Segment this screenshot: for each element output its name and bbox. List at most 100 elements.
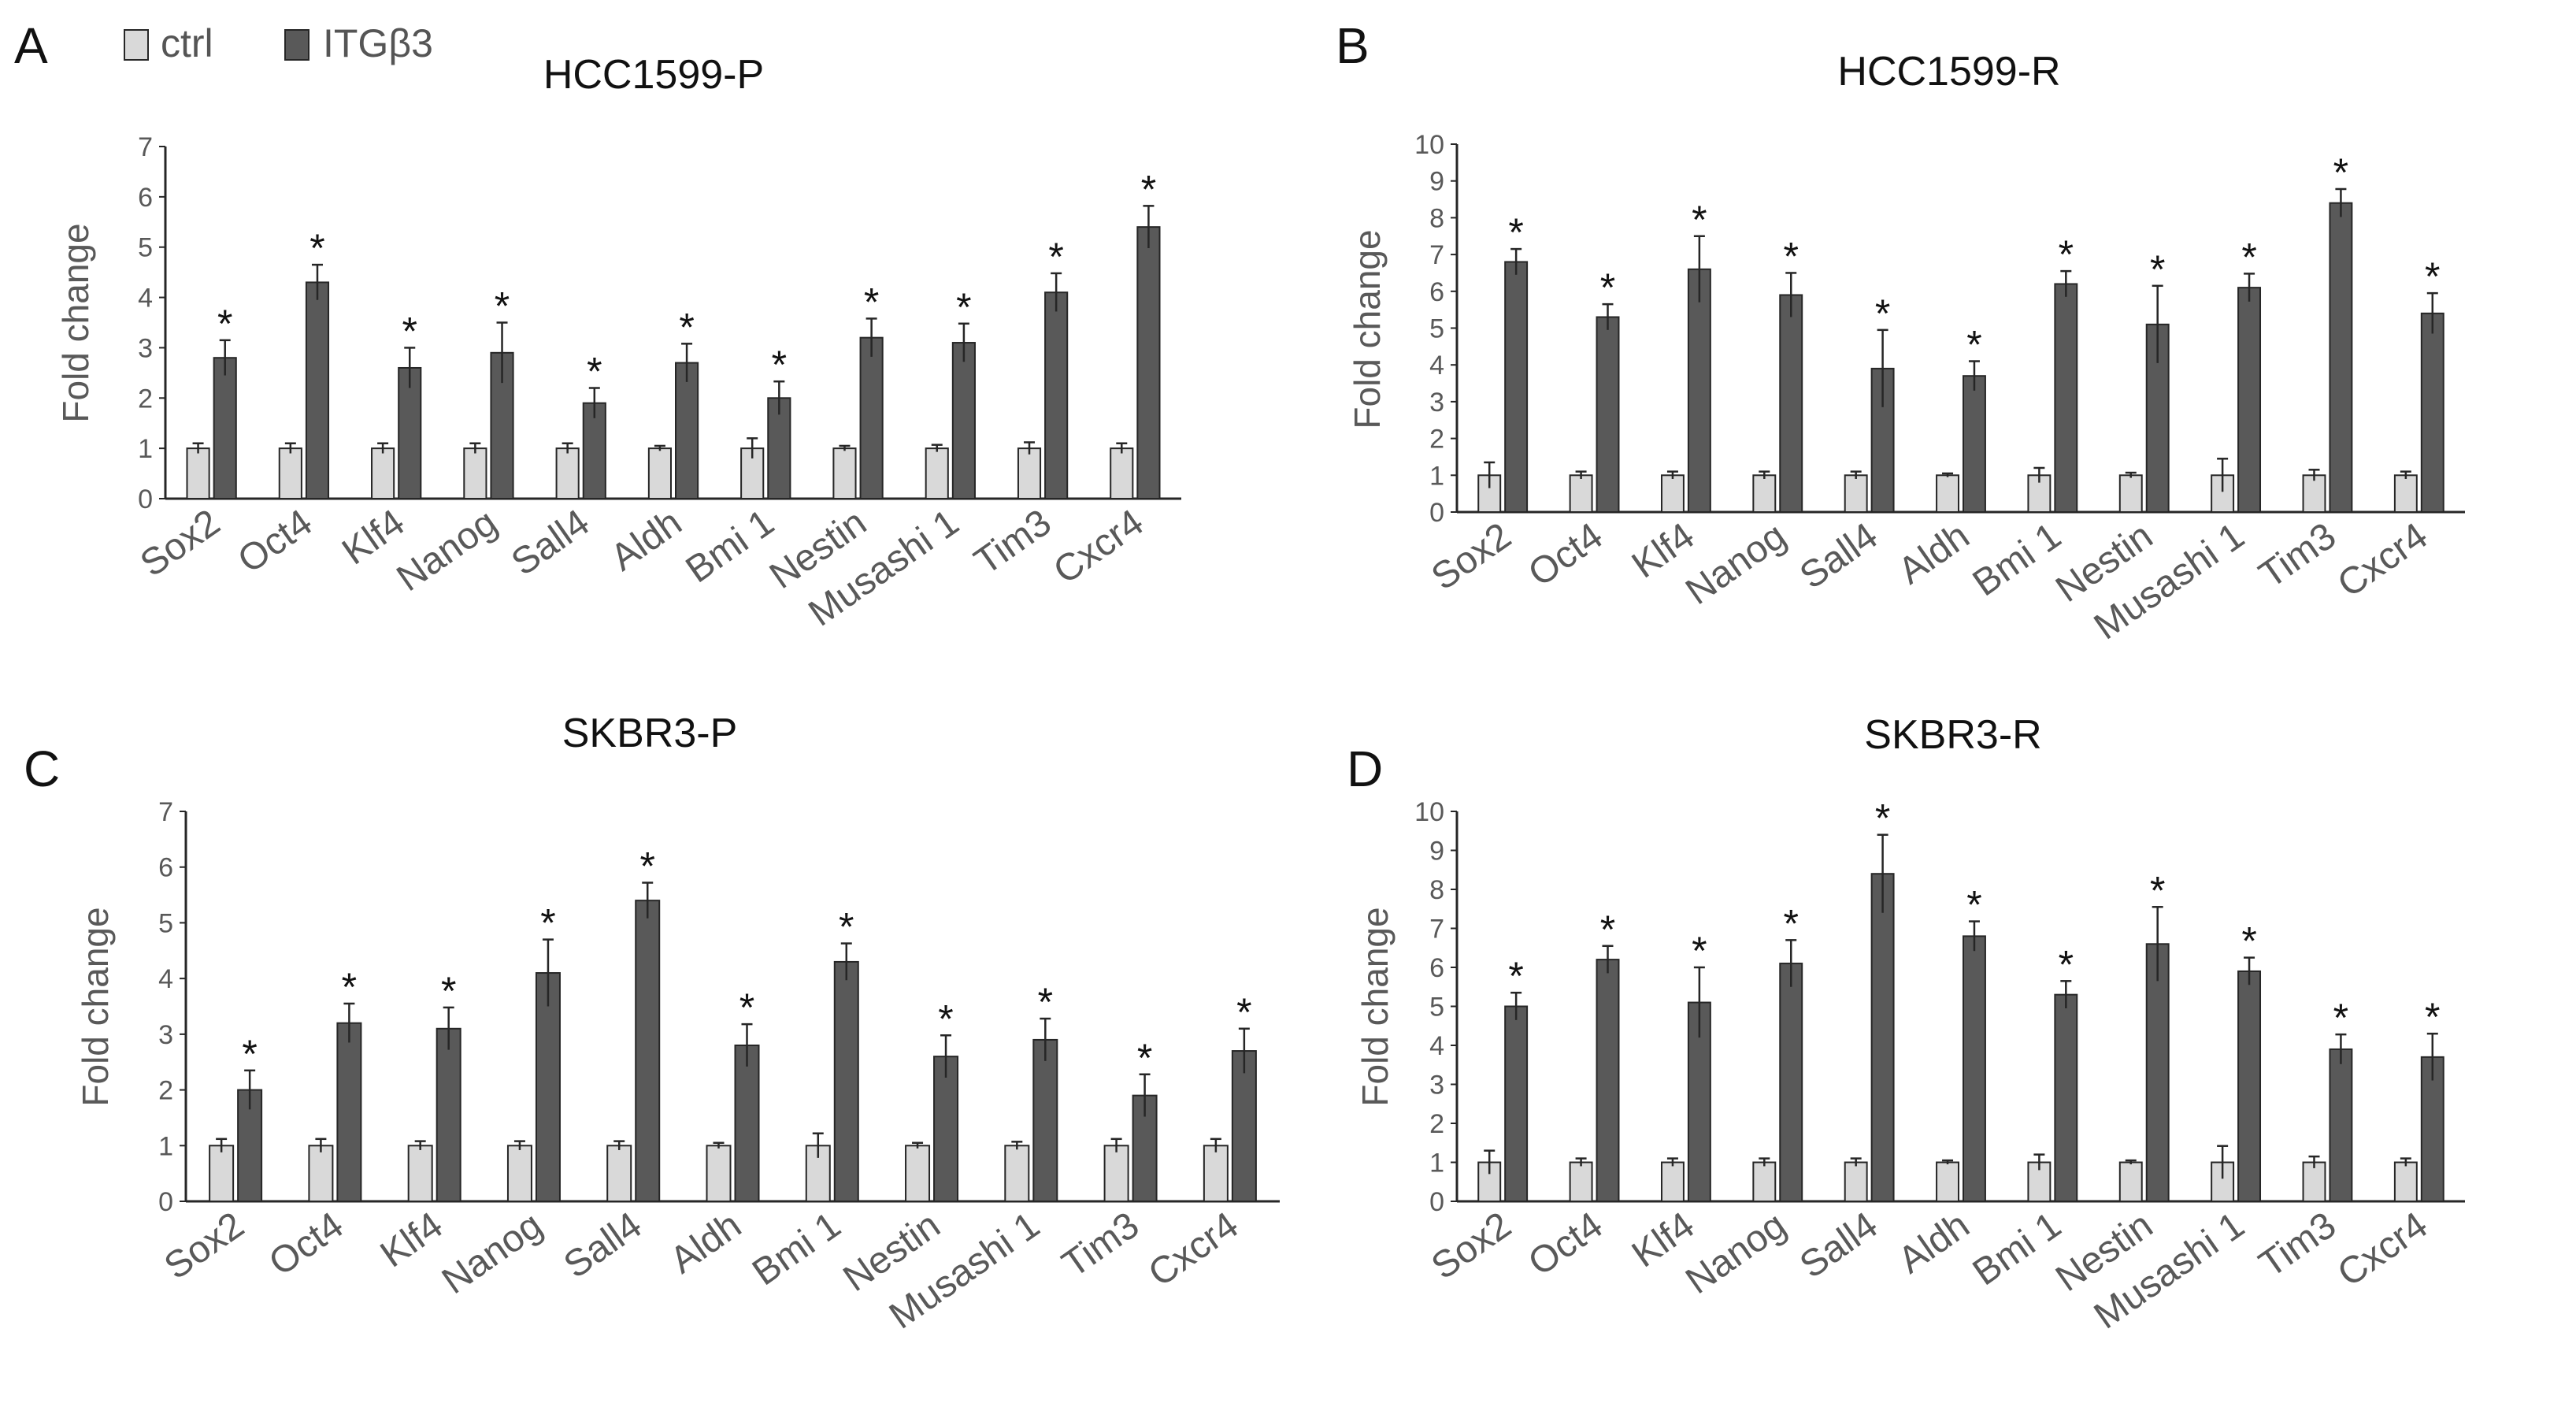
bar-ctrl-sox2	[186, 447, 210, 500]
bar-itgb3-bmi-1	[833, 960, 859, 1203]
y-tick-label: 2	[138, 384, 153, 414]
significance-star: *	[956, 285, 971, 329]
y-axis-label: Fold change	[1355, 907, 1395, 1106]
y-tick-label: 7	[158, 797, 173, 827]
y-tick-label: 4	[138, 284, 153, 314]
bar-itgb3-nanog	[1779, 294, 1803, 513]
panel-letter: A	[14, 17, 48, 74]
y-tick-label: 0	[158, 1187, 173, 1217]
bar-itgb3-sox2	[1504, 261, 1529, 513]
bar-itgb3-sall4	[582, 402, 606, 499]
bar-itgb3-klf4	[1687, 268, 1711, 513]
bar-itgb3-nestin	[933, 1056, 959, 1202]
x-tick-label: Tim3	[2252, 1204, 2343, 1286]
significance-star: *	[217, 302, 232, 346]
bar-ctrl-sall4	[1844, 474, 1868, 513]
bar-itgb3-nanog	[535, 972, 561, 1202]
x-tick-label: Bmi 1	[1966, 515, 2069, 605]
significance-star: *	[540, 901, 555, 945]
bar-itgb3-musashi-1	[951, 342, 976, 499]
bar-itgb3-nestin	[2145, 943, 2170, 1203]
bar-itgb3-klf4	[436, 1027, 461, 1203]
significance-star: *	[1508, 954, 1523, 998]
bar-itgb3-oct4	[1596, 316, 1620, 513]
y-axis-label: Fold change	[1347, 229, 1388, 429]
y-tick-label: 6	[1429, 953, 1444, 983]
significance-star: *	[587, 350, 602, 394]
y-tick-label: 1	[1429, 1149, 1444, 1178]
chart-title: SKBR3-P	[562, 711, 738, 756]
x-tick-label: Cxcr4	[1047, 502, 1151, 592]
y-tick-label: 4	[1429, 351, 1444, 380]
y-tick-label: 7	[1429, 240, 1444, 270]
x-tick-label: Bmi 1	[745, 1204, 848, 1294]
bar-itgb3-nestin	[859, 336, 884, 499]
bar-ctrl-klf4	[1660, 474, 1685, 513]
y-tick-label: 9	[1429, 167, 1444, 197]
bar-ctrl-cxcr4	[1110, 447, 1134, 500]
x-tick-label: Tim3	[2252, 515, 2343, 597]
significance-star: *	[1966, 883, 1981, 927]
significance-star: *	[1236, 990, 1251, 1034]
bar-ctrl-musashi-1	[1004, 1145, 1030, 1203]
x-tick-label: Oct4	[231, 502, 320, 582]
significance-star: *	[639, 844, 654, 889]
significance-star: *	[309, 226, 324, 270]
bar-itgb3-cxcr4	[1136, 226, 1161, 499]
x-tick-label: Sall4	[1792, 515, 1885, 598]
y-tick-label: 5	[1429, 314, 1444, 344]
bar-ctrl-aldh	[647, 447, 673, 500]
bar-ctrl-nestin	[832, 447, 857, 500]
significance-star: *	[495, 284, 510, 328]
significance-star: *	[1784, 234, 1799, 278]
significance-star: *	[2425, 254, 2440, 299]
x-tick-label: Oct4	[261, 1204, 350, 1285]
significance-star: *	[402, 309, 417, 353]
bar-itgb3-aldh	[1963, 935, 1986, 1203]
significance-star: *	[1875, 796, 1890, 841]
y-tick-label: 3	[1429, 388, 1444, 418]
legend-label-itgb3: ITGβ3	[323, 21, 433, 65]
bar-ctrl-tim3	[1017, 447, 1042, 500]
y-tick-label: 8	[1429, 203, 1444, 233]
bar-ctrl-aldh	[1936, 474, 1960, 513]
significance-star: *	[342, 965, 357, 1009]
bar-itgb3-sall4	[635, 900, 661, 1202]
bar-itgb3-sox2	[1504, 1005, 1529, 1202]
y-tick-label: 2	[158, 1076, 173, 1106]
x-tick-label: Aldh	[603, 502, 689, 580]
legend-label-ctrl: ctrl	[161, 21, 213, 65]
x-tick-label: Cxcr4	[2330, 1204, 2435, 1295]
y-tick-label: 2	[1429, 425, 1444, 455]
chart-title: HCC1599-R	[1837, 49, 2060, 95]
bar-itgb3-aldh	[675, 362, 699, 500]
bar-ctrl-nanog	[1752, 1161, 1777, 1202]
y-tick-label: 3	[158, 1020, 173, 1050]
bar-ctrl-klf4	[407, 1145, 433, 1203]
bar-itgb3-oct4	[336, 1022, 362, 1202]
bar-itgb3-nanog	[1779, 963, 1803, 1203]
bar-itgb3-tim3	[2329, 202, 2353, 513]
bar-itgb3-bmi-1	[2054, 283, 2078, 513]
bar-ctrl-klf4	[371, 447, 395, 500]
y-tick-label: 8	[1429, 875, 1444, 905]
y-tick-label: 6	[138, 183, 153, 213]
y-tick-label: 5	[138, 233, 153, 263]
significance-star: *	[1137, 1036, 1152, 1080]
panel-letter: B	[1336, 17, 1370, 74]
x-tick-label: Aldh	[1891, 1204, 1977, 1282]
bar-itgb3-tim3	[1044, 291, 1069, 499]
y-tick-label: 5	[158, 908, 173, 938]
significance-star: *	[1966, 323, 1981, 367]
x-tick-label: Aldh	[663, 1204, 749, 1282]
significance-star: *	[864, 280, 879, 324]
bar-itgb3-klf4	[398, 366, 422, 499]
bar-itgb3-tim3	[2329, 1048, 2353, 1202]
bar-ctrl-nestin	[905, 1145, 931, 1203]
bar-ctrl-oct4	[278, 447, 302, 500]
y-tick-label: 1	[138, 434, 153, 464]
y-axis-label: Fold change	[75, 907, 116, 1106]
significance-star: *	[938, 997, 953, 1041]
x-tick-label: Oct4	[1521, 515, 1610, 596]
bar-itgb3-cxcr4	[2420, 312, 2444, 513]
